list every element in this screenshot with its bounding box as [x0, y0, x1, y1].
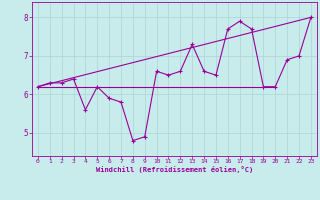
X-axis label: Windchill (Refroidissement éolien,°C): Windchill (Refroidissement éolien,°C)	[96, 166, 253, 173]
